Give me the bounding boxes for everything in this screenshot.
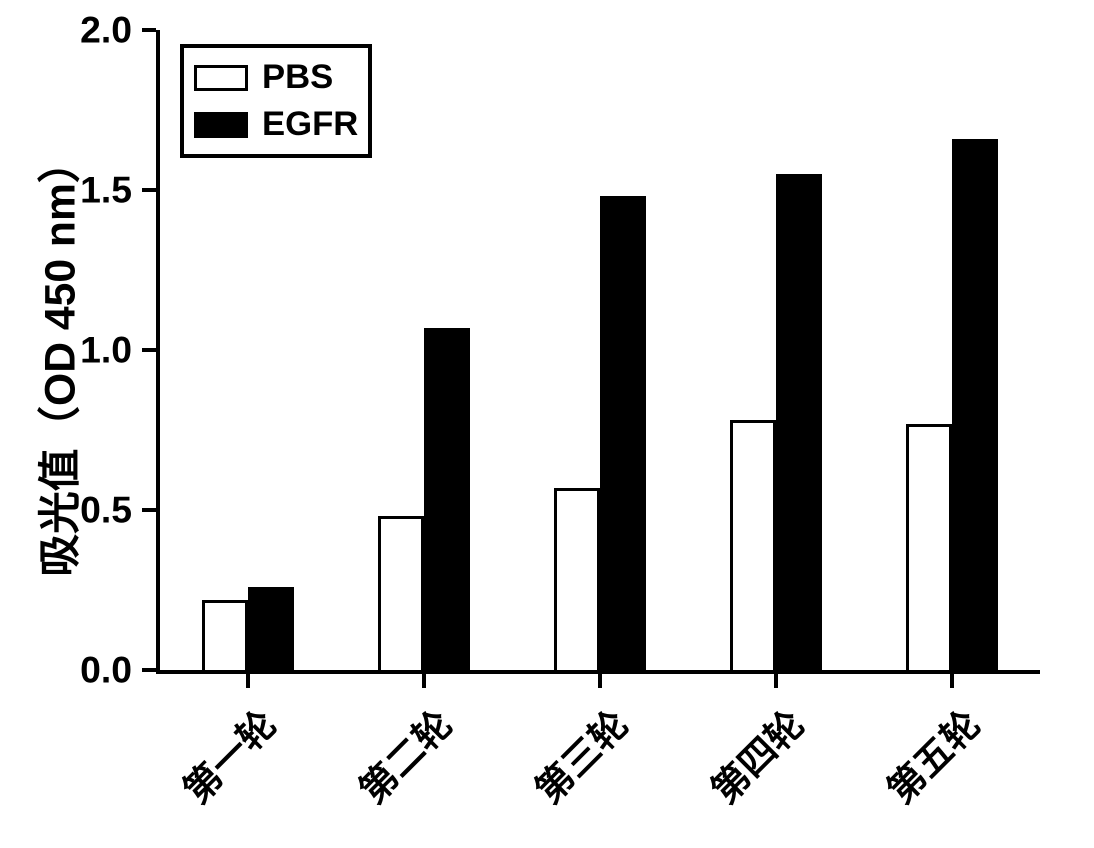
y-tick-label: 1.0 bbox=[0, 329, 132, 372]
y-tick bbox=[142, 508, 156, 512]
legend-label: EGFR bbox=[262, 105, 358, 144]
x-tick-label: 第四轮 bbox=[697, 696, 814, 813]
legend-label: PBS bbox=[262, 58, 333, 97]
bar-pbs bbox=[202, 600, 248, 670]
x-tick-label: 第三轮 bbox=[521, 696, 638, 813]
x-tick bbox=[774, 674, 778, 688]
y-tick-label: 0.5 bbox=[0, 489, 132, 532]
y-tick bbox=[142, 668, 156, 672]
y-tick bbox=[142, 188, 156, 192]
x-tick bbox=[598, 674, 602, 688]
legend-row: EGFR bbox=[194, 105, 358, 144]
y-tick-label: 0.0 bbox=[0, 649, 132, 692]
x-tick bbox=[246, 674, 250, 688]
legend-row: PBS bbox=[194, 58, 358, 97]
y-tick-label: 2.0 bbox=[0, 9, 132, 52]
x-tick bbox=[950, 674, 954, 688]
bar-pbs bbox=[730, 420, 776, 670]
x-tick-label: 第二轮 bbox=[345, 696, 462, 813]
legend-swatch bbox=[194, 65, 248, 91]
bar-egfr bbox=[248, 587, 294, 670]
bar-pbs bbox=[906, 424, 952, 670]
x-tick-label: 第一轮 bbox=[169, 696, 286, 813]
bar-egfr bbox=[424, 328, 470, 670]
bar-chart: 吸光值（OD 450 nm） 0.00.51.01.52.0 第一轮第二轮第三轮… bbox=[0, 0, 1094, 848]
bar-egfr bbox=[600, 196, 646, 670]
y-tick bbox=[142, 28, 156, 32]
x-tick bbox=[422, 674, 426, 688]
y-axis-line bbox=[156, 30, 160, 674]
y-tick bbox=[142, 348, 156, 352]
bar-egfr bbox=[952, 139, 998, 670]
y-tick-label: 1.5 bbox=[0, 169, 132, 212]
bar-pbs bbox=[378, 516, 424, 670]
legend-swatch bbox=[194, 112, 248, 138]
x-tick-label: 第五轮 bbox=[873, 696, 990, 813]
bar-pbs bbox=[554, 488, 600, 670]
legend: PBS EGFR bbox=[180, 44, 372, 158]
bar-egfr bbox=[776, 174, 822, 670]
